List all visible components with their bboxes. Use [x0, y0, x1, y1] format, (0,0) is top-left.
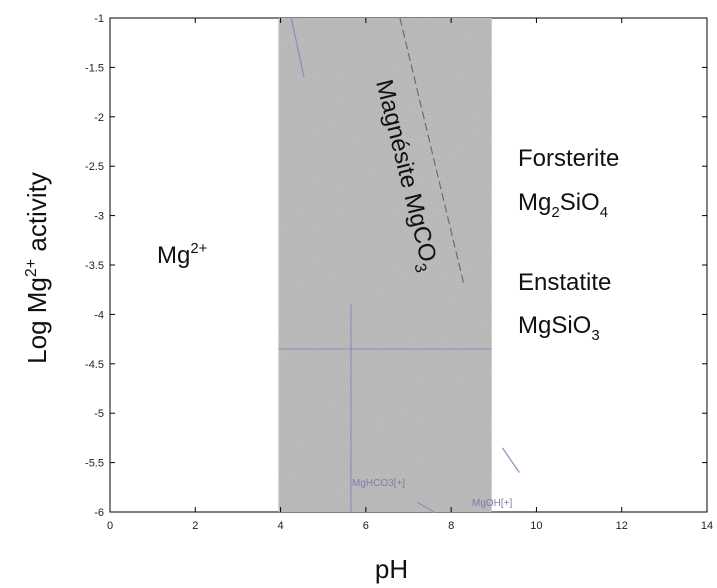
magnesite-stability-field [278, 18, 492, 512]
y-axis-title: Log Mg2+ activity [22, 172, 52, 364]
y-tick-label-4: -3 [94, 211, 104, 223]
y-axis-title-tail: activity [22, 172, 52, 259]
faint-boundary-line-0 [290, 17, 305, 78]
y-tick-label-0: -1 [94, 13, 104, 25]
y-tick-label-1: -1.5 [85, 62, 104, 74]
forsterite-formula-d: 4 [600, 204, 608, 221]
mgoh-line-label: MgOH[+] [472, 498, 513, 509]
forsterite-formula-b: 2 [551, 204, 559, 221]
shaded-region-texture [278, 18, 492, 512]
enstatite-formula-b: 3 [591, 327, 599, 344]
faint-boundary-line-2 [501, 447, 520, 473]
x-tick-label-3: 6 [363, 520, 369, 532]
magnesite-label-subscript: 3 [411, 262, 430, 275]
y-tick-label-2: -2 [94, 112, 104, 124]
x-tick-label-1: 2 [192, 520, 198, 532]
x-axis-title: pH [375, 554, 408, 584]
x-tick-label-2: 4 [278, 520, 284, 532]
x-tick-label-6: 12 [616, 520, 628, 532]
mghco3-line-label: MgHCO3[+] [352, 478, 405, 489]
y-axis-ticks: -1 -1.5 -2 -2.5 -3 -3.5 -4 -4.5 -5 -5.5 -6 [85, 13, 707, 519]
mg-ion-charge: 2+ [190, 240, 207, 257]
enstatite-formula-a: MgSiO [518, 312, 591, 339]
y-tick-label-9: -5.5 [85, 458, 104, 470]
x-tick-label-0: 0 [107, 520, 113, 532]
forsterite-formula-a: Mg [518, 189, 551, 216]
boundary-lines [278, 17, 520, 513]
mg-ion-label: Mg2+ [157, 240, 208, 269]
y-tick-label-5: -3.5 [85, 260, 104, 272]
y-axis-title-superscript: 2+ [23, 259, 40, 277]
x-tick-label-5: 10 [530, 520, 542, 532]
y-tick-label-6: -4 [94, 309, 104, 321]
x-tick-label-7: 14 [701, 520, 713, 532]
y-tick-label-7: -4.5 [85, 359, 104, 371]
enstatite-formula: MgSiO3 [518, 312, 600, 344]
dashed-boundary-line [399, 17, 465, 285]
forsterite-formula: Mg2SiO4 [518, 189, 608, 221]
y-tick-label-8: -5 [94, 408, 104, 420]
forsterite-formula-c: SiO [560, 189, 600, 216]
y-tick-label-10: -6 [94, 507, 104, 519]
faint-boundary-line-1 [416, 501, 435, 513]
forsterite-label: Forsterite [518, 145, 619, 172]
y-tick-label-3: -2.5 [85, 161, 104, 173]
x-axis-ticks: 0 2 4 6 8 10 12 14 [107, 18, 713, 532]
x-tick-label-4: 8 [448, 520, 454, 532]
mg-ion-main: Mg [157, 242, 190, 269]
enstatite-label: Enstatite [518, 269, 611, 296]
faint-boundary-lines [290, 17, 520, 513]
y-axis-title-main: Log Mg [22, 277, 52, 364]
